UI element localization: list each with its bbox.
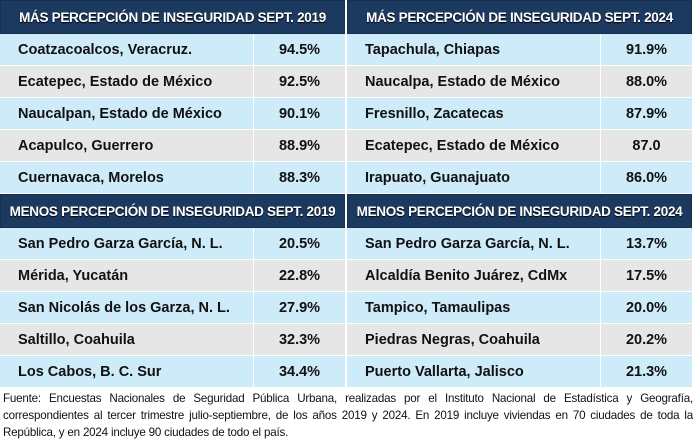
percentage-cell: 86.0% bbox=[625, 169, 668, 186]
perception-table: MÁS PERCEPCIÓN DE INSEGURIDAD SEPT. 2024… bbox=[347, 0, 692, 194]
table-header: MENOS PERCEPCIÓN DE INSEGURIDAD SEPT. 20… bbox=[347, 194, 692, 228]
table-row: Coatzacoalcos, Veracruz. 94.5% bbox=[0, 34, 345, 66]
table-row: Irapuato, Guanajuato 86.0% bbox=[347, 162, 692, 194]
percentage-cell: 20.5% bbox=[278, 235, 321, 252]
table-row: Mérida, Yucatán 22.8% bbox=[0, 260, 345, 292]
city-cell: Irapuato, Guanajuato bbox=[347, 162, 601, 193]
percentage-cell: 32.3% bbox=[278, 331, 321, 348]
city-cell: San Pedro Garza García, N. L. bbox=[0, 228, 254, 259]
percentage-cell: 90.1% bbox=[278, 105, 321, 122]
percentage-cell: 87.9% bbox=[625, 105, 668, 122]
perception-table: MÁS PERCEPCIÓN DE INSEGURIDAD SEPT. 2019… bbox=[0, 0, 345, 194]
percentage-cell: 92.5% bbox=[278, 73, 321, 90]
city-cell: Tampico, Tamaulipas bbox=[347, 292, 601, 323]
percentage-cell: 88.3% bbox=[278, 169, 321, 186]
table-row: San Pedro Garza García, N. L. 20.5% bbox=[0, 228, 345, 260]
city-cell: San Nicolás de los Garza, N. L. bbox=[0, 292, 254, 323]
city-cell: San Pedro Garza García, N. L. bbox=[347, 228, 601, 259]
percentage-cell: 27.9% bbox=[278, 299, 321, 316]
city-cell: Cuernavaca, Morelos bbox=[0, 162, 254, 193]
city-cell: Piedras Negras, Coahuila bbox=[347, 324, 601, 355]
city-cell: Puerto Vallarta, Jalisco bbox=[347, 356, 601, 387]
city-cell: Saltillo, Coahuila bbox=[0, 324, 254, 355]
city-cell: Ecatepec, Estado de México bbox=[347, 130, 601, 161]
table-row: Fresnillo, Zacatecas 87.9% bbox=[347, 98, 692, 130]
table-row: Naucalpan, Estado de México 90.1% bbox=[0, 98, 345, 130]
perception-table: MENOS PERCEPCIÓN DE INSEGURIDAD SEPT. 20… bbox=[347, 194, 692, 388]
percentage-cell: 22.8% bbox=[278, 267, 321, 284]
table-row: San Pedro Garza García, N. L. 13.7% bbox=[347, 228, 692, 260]
city-cell: Tapachula, Chiapas bbox=[347, 34, 601, 65]
source-footnote: Fuente: Encuestas Nacionales de Segurida… bbox=[3, 392, 693, 439]
percentage-cell: 13.7% bbox=[625, 235, 668, 252]
table-row: Tapachula, Chiapas 91.9% bbox=[347, 34, 692, 66]
percentage-cell: 20.2% bbox=[625, 331, 668, 348]
city-cell: Naucalpa, Estado de México bbox=[347, 66, 601, 97]
table-row: Los Cabos, B. C. Sur 34.4% bbox=[0, 356, 345, 388]
city-cell: Fresnillo, Zacatecas bbox=[347, 98, 601, 129]
table-row: Acapulco, Guerrero 88.9% bbox=[0, 130, 345, 162]
table-header: MENOS PERCEPCIÓN DE INSEGURIDAD SEPT. 20… bbox=[0, 194, 345, 228]
city-cell: Alcaldía Benito Juárez, CdMx bbox=[347, 260, 601, 291]
table-row: San Nicolás de los Garza, N. L. 27.9% bbox=[0, 292, 345, 324]
city-cell: Naucalpan, Estado de México bbox=[0, 98, 254, 129]
percentage-cell: 17.5% bbox=[625, 267, 668, 284]
tables-grid: MÁS PERCEPCIÓN DE INSEGURIDAD SEPT. 2019… bbox=[0, 0, 692, 388]
percentage-cell: 88.9% bbox=[278, 137, 321, 154]
table-row: Tampico, Tamaulipas 20.0% bbox=[347, 292, 692, 324]
city-cell: Acapulco, Guerrero bbox=[0, 130, 254, 161]
table-row: Puerto Vallarta, Jalisco 21.3% bbox=[347, 356, 692, 388]
table-row: Alcaldía Benito Juárez, CdMx 17.5% bbox=[347, 260, 692, 292]
percentage-cell: 21.3% bbox=[625, 363, 668, 380]
city-cell: Coatzacoalcos, Veracruz. bbox=[0, 34, 254, 65]
percentage-cell: 88.0% bbox=[625, 73, 668, 90]
table-row: Ecatepec, Estado de México 92.5% bbox=[0, 66, 345, 98]
percentage-cell: 20.0% bbox=[625, 299, 668, 316]
table-row: Ecatepec, Estado de México 87.0 bbox=[347, 130, 692, 162]
table-row: Naucalpa, Estado de México 88.0% bbox=[347, 66, 692, 98]
table-row: Saltillo, Coahuila 32.3% bbox=[0, 324, 345, 356]
percentage-cell: 94.5% bbox=[278, 41, 321, 58]
city-cell: Ecatepec, Estado de México bbox=[0, 66, 254, 97]
table-row: Cuernavaca, Morelos 88.3% bbox=[0, 162, 345, 194]
table-header: MÁS PERCEPCIÓN DE INSEGURIDAD SEPT. 2019 bbox=[0, 0, 345, 34]
city-cell: Los Cabos, B. C. Sur bbox=[0, 356, 254, 387]
percentage-cell: 34.4% bbox=[278, 363, 321, 380]
percentage-cell: 91.9% bbox=[625, 41, 668, 58]
percentage-cell: 87.0 bbox=[632, 137, 661, 154]
tables-container: MÁS PERCEPCIÓN DE INSEGURIDAD SEPT. 2019… bbox=[0, 0, 692, 388]
table-row: Piedras Negras, Coahuila 20.2% bbox=[347, 324, 692, 356]
table-header: MÁS PERCEPCIÓN DE INSEGURIDAD SEPT. 2024 bbox=[347, 0, 692, 34]
city-cell: Mérida, Yucatán bbox=[0, 260, 254, 291]
perception-table: MENOS PERCEPCIÓN DE INSEGURIDAD SEPT. 20… bbox=[0, 194, 345, 388]
